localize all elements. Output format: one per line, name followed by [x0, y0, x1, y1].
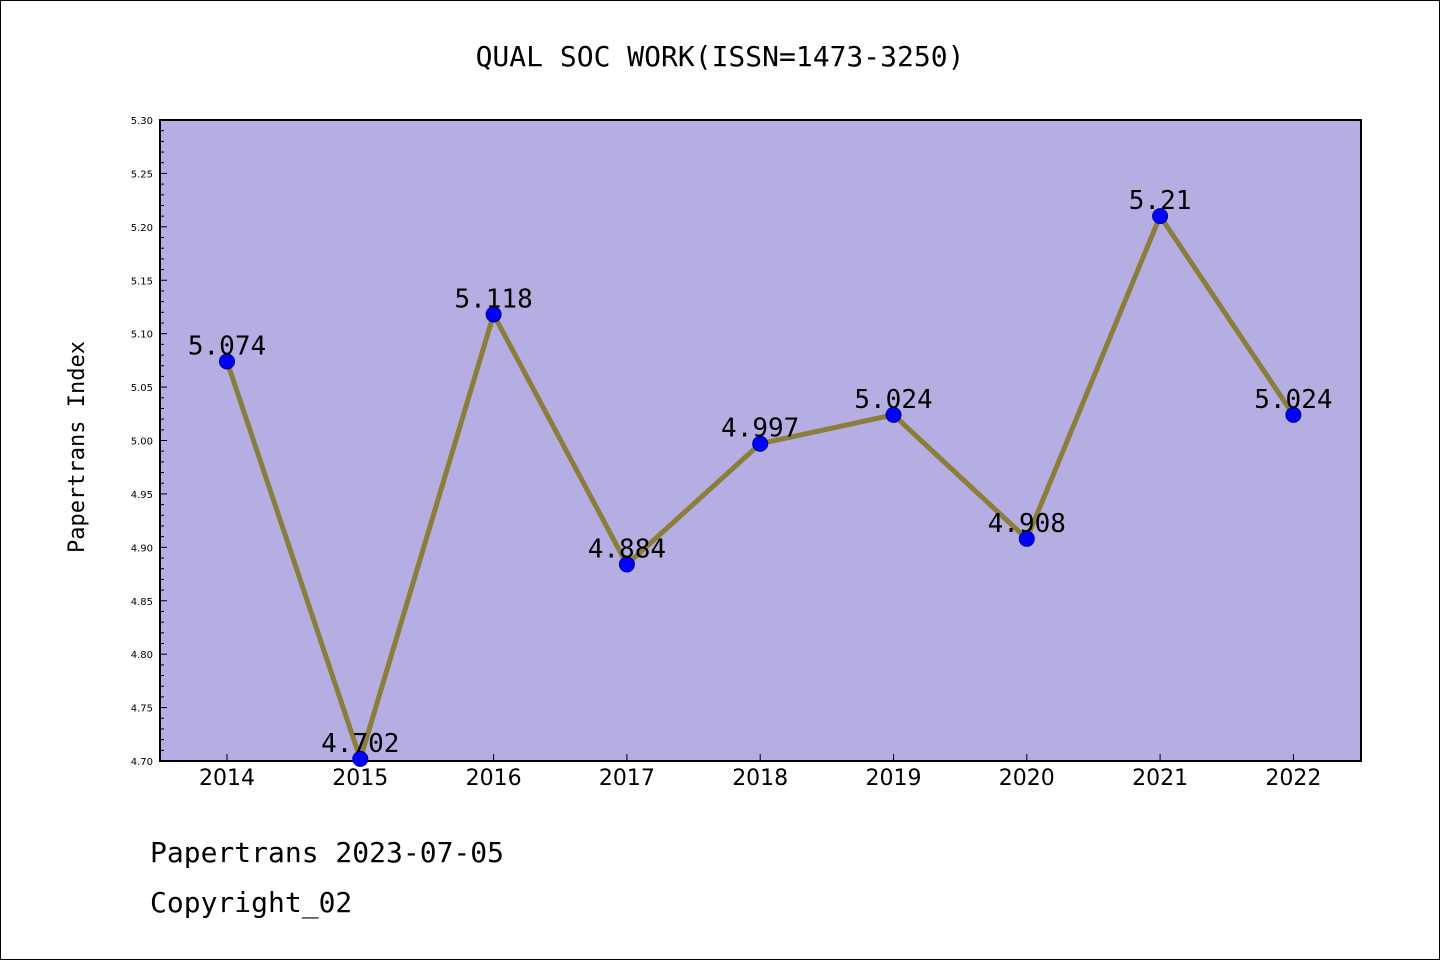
- data-label: 4.884: [588, 534, 666, 564]
- x-tick-label: 2021: [1132, 766, 1188, 791]
- y-tick-label: 4.80: [131, 650, 153, 661]
- y-tick-label: 5.15: [131, 276, 153, 287]
- y-tick-label: 4.95: [131, 490, 153, 501]
- data-label: 5.024: [854, 385, 932, 415]
- x-tick-label: 2017: [599, 766, 655, 791]
- data-point: [1152, 208, 1169, 225]
- y-tick-label: 4.85: [131, 597, 153, 608]
- y-tick-label: 5.10: [131, 330, 153, 341]
- data-labels-layer: 5.074 4.702 5.118 4.884 4.997 5.024 4.908 5.21 5…: [188, 186, 1333, 759]
- x-tick-label: 2020: [999, 766, 1055, 791]
- data-point: [885, 406, 902, 423]
- x-tick-label: 2014: [199, 766, 255, 791]
- data-point: [352, 750, 369, 767]
- data-point: [485, 306, 502, 323]
- x-tick-label: 2022: [1265, 766, 1321, 791]
- y-tick-label: 5.25: [131, 169, 153, 180]
- footer-date: Papertrans 2023-07-05: [150, 836, 505, 869]
- data-point: [219, 353, 235, 370]
- data-label: 4.702: [321, 729, 399, 759]
- y-tick-label: 5.20: [131, 223, 153, 234]
- x-tick-label: 2015: [332, 766, 388, 791]
- y-axis-label: Papertrans Index: [65, 341, 90, 553]
- x-tick-label: 2018: [732, 766, 788, 791]
- y-tick-label: 5.30: [131, 116, 153, 127]
- data-label: 5.074: [188, 331, 266, 361]
- data-point: [752, 435, 769, 452]
- x-tick-label: 2019: [866, 766, 922, 791]
- y-tick-label: 5.00: [131, 437, 153, 448]
- data-point: [1018, 530, 1035, 547]
- data-point: [1285, 406, 1302, 423]
- data-label: 5.118: [454, 284, 532, 314]
- data-point: [618, 556, 635, 573]
- y-tick-label: 5.05: [131, 383, 153, 394]
- series-layer: [219, 208, 1302, 767]
- y-tick-label: 4.90: [131, 543, 153, 554]
- footer-copyright: Copyright_02: [150, 886, 353, 919]
- y-tick-label: 4.75: [131, 704, 153, 715]
- chart-title: QUAL SOC WORK(ISSN=1473-3250): [476, 40, 965, 73]
- data-label: 4.997: [721, 414, 799, 444]
- ticks-layer: 4.70 4.75 4.80 4.85 4.90 4.95 5.00 5.05 5.10 5.15…: [131, 116, 1322, 791]
- y-tick-label: 4.70: [131, 757, 153, 768]
- data-label: 5.21: [1129, 186, 1192, 216]
- data-label: 4.908: [988, 509, 1066, 539]
- data-label: 5.024: [1254, 385, 1332, 415]
- x-tick-label: 2016: [466, 766, 522, 791]
